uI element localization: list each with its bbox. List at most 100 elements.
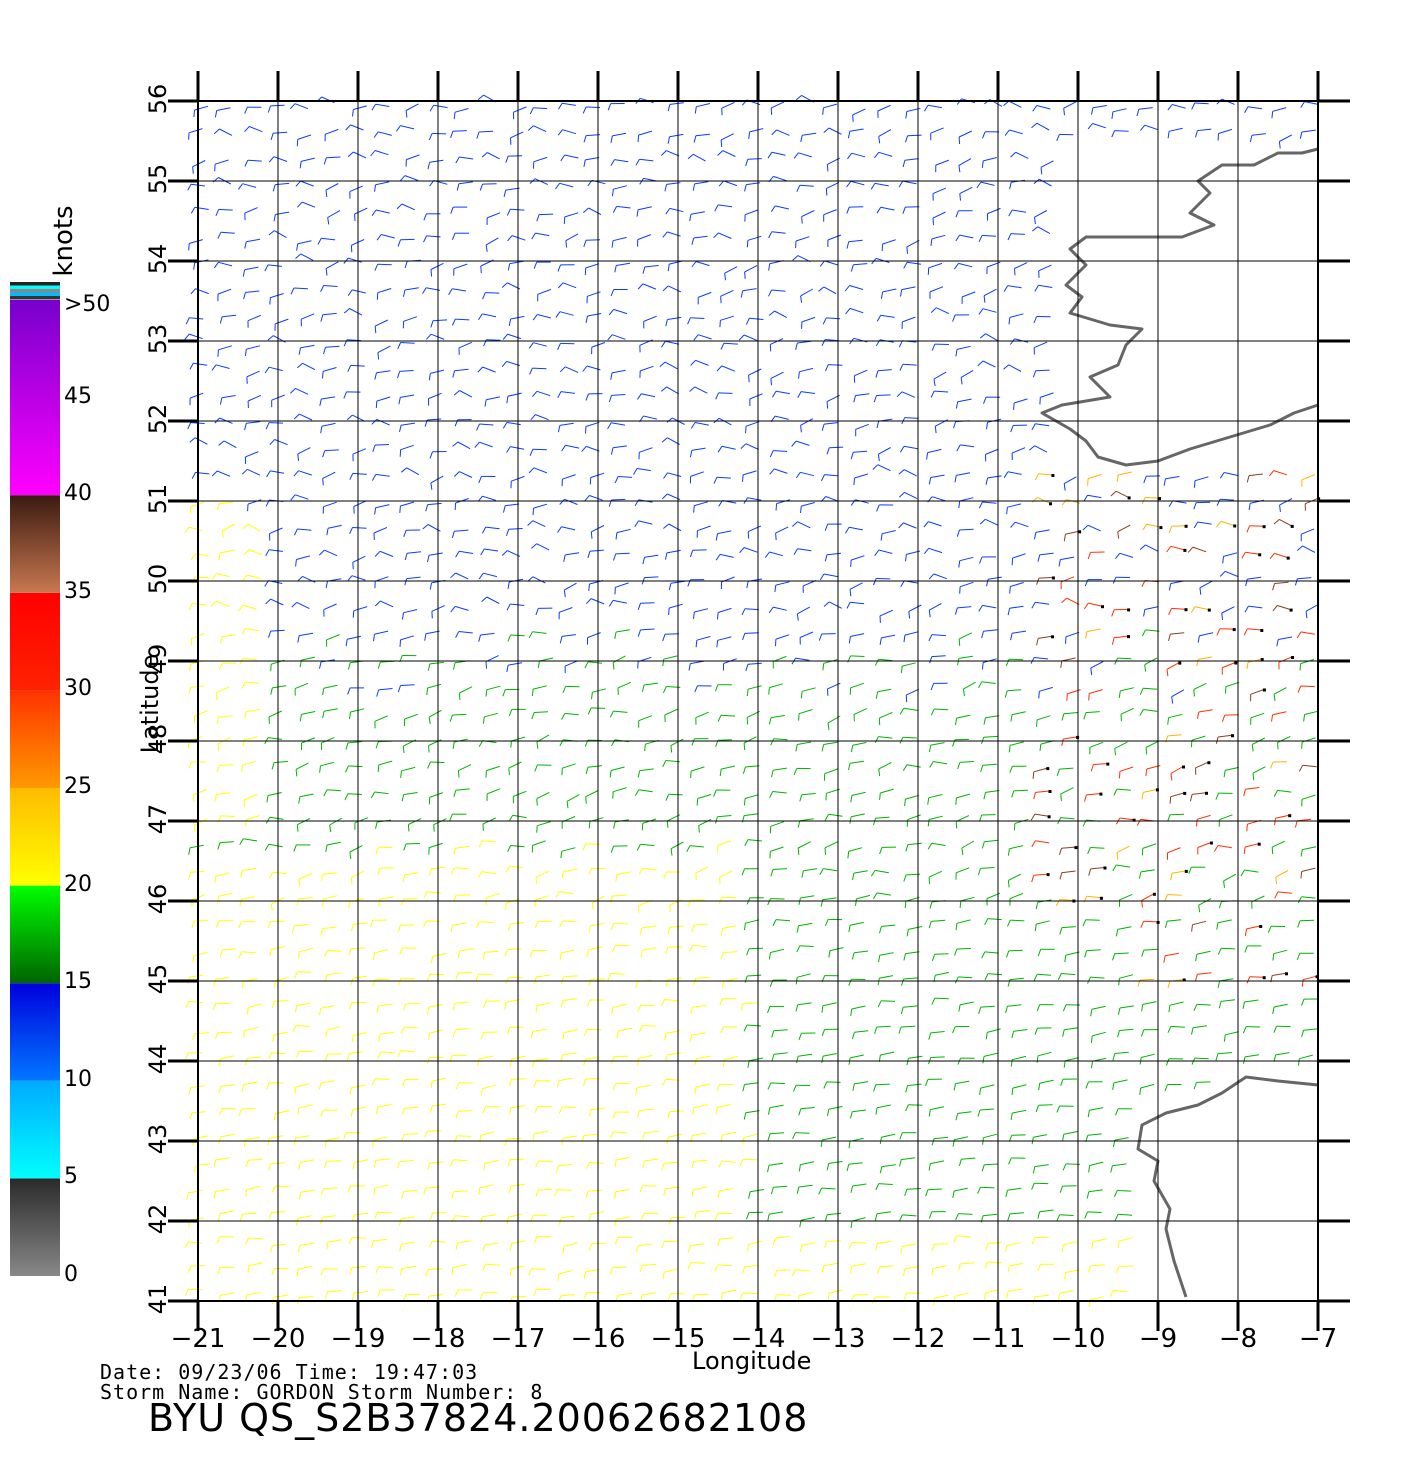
wind-barb bbox=[1005, 1187, 1022, 1198]
wind-barb bbox=[376, 234, 395, 241]
wind-barb bbox=[501, 360, 520, 368]
wind-barb bbox=[983, 790, 1000, 800]
wind-barb bbox=[370, 919, 387, 928]
wind-barb bbox=[505, 865, 524, 873]
wind-barb bbox=[904, 134, 922, 143]
wind-barb bbox=[958, 1001, 974, 1012]
wind-barb bbox=[478, 740, 497, 747]
wind-barb bbox=[373, 630, 389, 642]
wind-barb bbox=[508, 814, 527, 822]
wind-barb bbox=[720, 925, 737, 936]
wind-barb bbox=[1137, 978, 1155, 987]
wind-barb bbox=[588, 923, 605, 933]
wind-barb bbox=[187, 422, 205, 430]
wind-barb bbox=[237, 183, 257, 190]
wind-barb bbox=[981, 951, 999, 959]
wind-barb bbox=[925, 1188, 942, 1197]
wind-barb bbox=[955, 919, 971, 931]
wind-barb bbox=[216, 764, 234, 773]
wind-barb bbox=[555, 311, 574, 318]
wind-barb bbox=[403, 529, 421, 537]
wind-barb bbox=[1272, 1003, 1288, 1014]
wind-barb bbox=[272, 182, 290, 192]
wind-barb bbox=[662, 285, 682, 293]
wind-barb bbox=[1268, 470, 1288, 477]
wind-barb bbox=[296, 1265, 312, 1277]
wind-barb bbox=[958, 556, 974, 568]
wind-barb bbox=[452, 368, 469, 378]
wind-barb bbox=[452, 1001, 470, 1011]
wind-barb bbox=[449, 713, 467, 722]
wind-barb bbox=[1038, 686, 1053, 699]
wind-barb bbox=[1085, 628, 1101, 639]
wind-barb bbox=[768, 606, 787, 614]
wind-barb bbox=[615, 1236, 632, 1245]
wind-barb bbox=[715, 530, 732, 541]
wind-barb bbox=[952, 1136, 969, 1147]
wind-barb bbox=[264, 366, 283, 374]
wind-barb bbox=[293, 413, 313, 421]
wind-barb bbox=[429, 104, 448, 112]
lat-tick-label: 55 bbox=[144, 163, 172, 195]
wind-barb bbox=[377, 760, 393, 772]
wind-barb bbox=[324, 128, 339, 142]
wind-barb bbox=[243, 1136, 260, 1147]
wind-barb bbox=[1136, 818, 1155, 826]
wind-barb bbox=[852, 1030, 869, 1040]
wind-barb bbox=[294, 682, 309, 696]
wind-barb bbox=[588, 867, 606, 875]
wind-barb bbox=[691, 923, 708, 933]
wind-barb bbox=[715, 553, 734, 561]
wind-barb bbox=[1298, 1054, 1313, 1066]
wind-barb bbox=[795, 236, 810, 249]
wind-barb bbox=[349, 472, 367, 480]
wind-barb bbox=[1139, 124, 1159, 131]
wind-barb bbox=[329, 817, 343, 832]
wind-barb bbox=[930, 708, 949, 716]
wind-barb bbox=[634, 789, 653, 797]
wind-barb bbox=[1117, 1028, 1134, 1038]
wind-barb bbox=[767, 898, 785, 906]
wind-barb bbox=[1060, 787, 1074, 801]
wind-barb bbox=[345, 765, 363, 773]
wind-barb bbox=[1197, 632, 1214, 643]
wind-barb bbox=[506, 603, 525, 611]
wind-barb bbox=[637, 656, 652, 669]
wind-barb bbox=[1063, 101, 1077, 116]
wind-barb bbox=[455, 972, 473, 980]
wind-barb bbox=[294, 971, 312, 979]
wind-barb bbox=[243, 793, 258, 808]
wind-barb bbox=[317, 237, 336, 245]
wind-barb bbox=[402, 739, 417, 754]
wind-barb bbox=[1010, 711, 1026, 722]
wind-barb bbox=[457, 764, 472, 778]
wind-barb bbox=[1039, 392, 1054, 405]
wind-barb bbox=[849, 682, 865, 695]
wind-barb bbox=[1061, 499, 1081, 506]
wind-barb bbox=[397, 978, 415, 986]
wind-barb bbox=[848, 1137, 864, 1149]
wind-barb bbox=[818, 1187, 836, 1195]
wind-barb bbox=[270, 131, 288, 141]
wind-barb bbox=[1031, 226, 1051, 235]
wind-barb bbox=[901, 316, 916, 329]
wind-barb bbox=[1279, 498, 1293, 512]
wind-barb bbox=[535, 1002, 551, 1013]
wind-barbs bbox=[184, 94, 1321, 1307]
wind-barb bbox=[323, 789, 341, 797]
wind-barb bbox=[480, 1031, 498, 1040]
wind-barb bbox=[768, 289, 786, 297]
wind-barb bbox=[1251, 737, 1266, 752]
wind-barb bbox=[744, 919, 760, 931]
wind-barb bbox=[430, 262, 444, 277]
wind-barb bbox=[1005, 658, 1024, 666]
wind-barb bbox=[768, 1104, 784, 1115]
wind-barb bbox=[239, 838, 258, 845]
wind-barb bbox=[535, 870, 550, 884]
wind-barb bbox=[955, 1213, 973, 1221]
wind-barb bbox=[607, 103, 625, 111]
wind-barb bbox=[1112, 1051, 1129, 1061]
wind-barb bbox=[667, 1110, 684, 1119]
wind-barb bbox=[1009, 582, 1024, 594]
wind-barb bbox=[296, 897, 314, 906]
